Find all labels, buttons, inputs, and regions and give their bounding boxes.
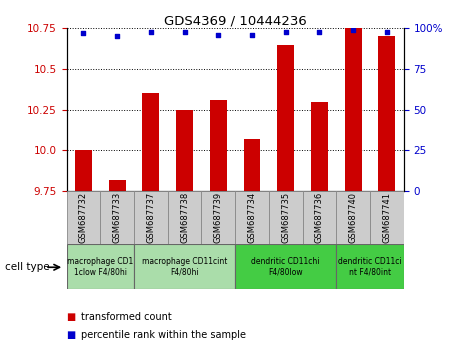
- Bar: [168, 191, 201, 244]
- Title: GDS4369 / 10444236: GDS4369 / 10444236: [164, 14, 306, 27]
- Bar: [109, 180, 125, 191]
- Bar: [75, 150, 92, 191]
- Bar: [66, 244, 134, 289]
- Bar: [235, 244, 336, 289]
- Text: GSM687733: GSM687733: [113, 192, 122, 243]
- Text: macrophage CD1
1clow F4/80hi: macrophage CD1 1clow F4/80hi: [67, 257, 133, 276]
- Point: [383, 29, 391, 34]
- Text: GSM687734: GSM687734: [247, 192, 257, 243]
- Point: [79, 30, 87, 36]
- Text: transformed count: transformed count: [81, 312, 171, 322]
- Point: [248, 32, 256, 38]
- Point: [350, 27, 357, 33]
- Bar: [142, 93, 159, 191]
- Bar: [201, 191, 235, 244]
- Bar: [210, 100, 227, 191]
- Text: GSM687732: GSM687732: [79, 192, 88, 243]
- Bar: [345, 28, 361, 191]
- Point: [214, 32, 222, 38]
- Bar: [269, 191, 303, 244]
- Text: cell type: cell type: [5, 262, 49, 272]
- Text: GSM687738: GSM687738: [180, 192, 189, 243]
- Bar: [336, 191, 370, 244]
- Text: GSM687741: GSM687741: [382, 192, 391, 243]
- Bar: [277, 45, 294, 191]
- Bar: [303, 191, 336, 244]
- Text: ■: ■: [66, 330, 76, 339]
- Text: GSM687740: GSM687740: [349, 192, 358, 243]
- Bar: [235, 191, 269, 244]
- Point: [282, 29, 290, 34]
- Bar: [66, 191, 100, 244]
- Bar: [134, 191, 168, 244]
- Bar: [100, 191, 134, 244]
- Bar: [336, 244, 404, 289]
- Bar: [244, 139, 260, 191]
- Text: GSM687737: GSM687737: [146, 192, 155, 243]
- Text: dendritic CD11chi
F4/80low: dendritic CD11chi F4/80low: [251, 257, 320, 276]
- Bar: [311, 102, 328, 191]
- Bar: [370, 191, 404, 244]
- Point: [180, 29, 188, 34]
- Text: percentile rank within the sample: percentile rank within the sample: [81, 330, 246, 339]
- Text: dendritic CD11ci
nt F4/80int: dendritic CD11ci nt F4/80int: [338, 257, 402, 276]
- Text: GSM687736: GSM687736: [315, 192, 324, 243]
- Text: macrophage CD11cint
F4/80hi: macrophage CD11cint F4/80hi: [142, 257, 227, 276]
- Bar: [134, 244, 235, 289]
- Text: GSM687735: GSM687735: [281, 192, 290, 243]
- Bar: [176, 110, 193, 191]
- Point: [315, 29, 323, 34]
- Point: [147, 29, 155, 34]
- Text: GSM687739: GSM687739: [214, 192, 223, 243]
- Point: [113, 34, 121, 39]
- Text: ■: ■: [66, 312, 76, 322]
- Bar: [379, 36, 395, 191]
